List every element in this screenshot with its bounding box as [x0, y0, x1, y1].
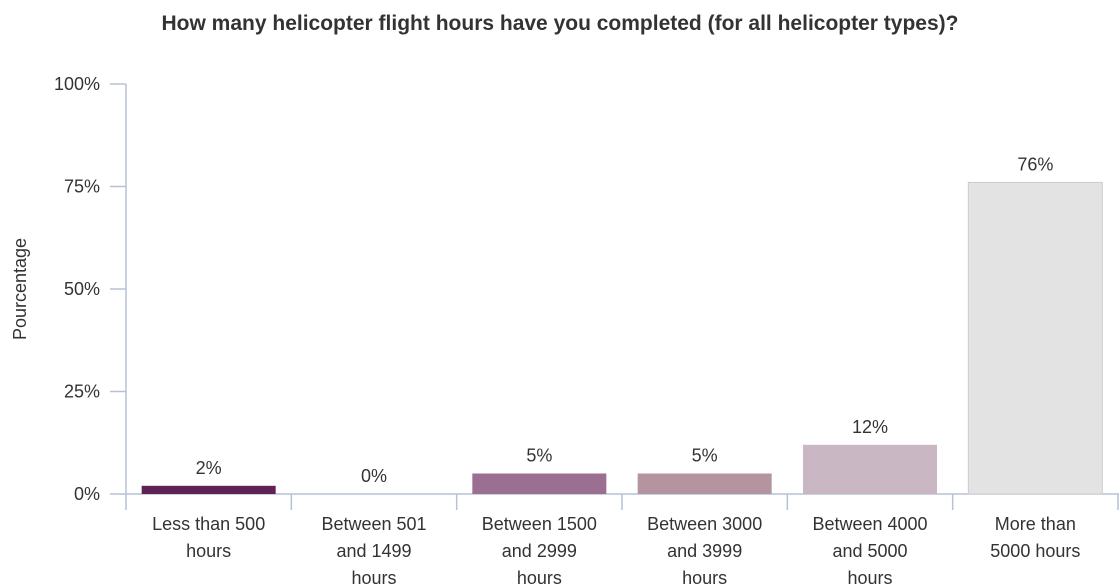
- y-tick-label: 25%: [64, 382, 100, 402]
- value-label: 5%: [526, 446, 552, 466]
- category-label: More than 5000 hours: [990, 514, 1080, 561]
- value-label: 0%: [361, 466, 387, 486]
- value-label: 12%: [852, 417, 888, 437]
- y-axis-label: Pourcentage: [10, 238, 30, 340]
- category-label: Between 501 and 1499 hours: [321, 514, 426, 585]
- category-label: Between 1500 and 2999 hours: [482, 514, 597, 585]
- bar-6[interactable]: [967, 181, 1103, 495]
- category-label: Less than 500 hours: [152, 514, 265, 561]
- y-axis: 0% 25% 50% 75% 100%: [54, 74, 127, 504]
- value-label: 76%: [1017, 154, 1053, 174]
- chart-title: How many helicopter flight hours have yo…: [162, 12, 959, 35]
- bar-3[interactable]: [472, 473, 607, 495]
- bar-1[interactable]: [141, 485, 276, 494]
- bar-4[interactable]: [637, 473, 772, 495]
- bar-5[interactable]: [803, 444, 937, 494]
- y-tick-label: 100%: [54, 74, 100, 94]
- value-label: 2%: [196, 458, 222, 478]
- y-tick-label: 50%: [64, 279, 100, 299]
- bars: [141, 181, 1103, 495]
- x-axis: [125, 493, 1119, 510]
- value-label: 5%: [692, 446, 718, 466]
- value-labels: 2% 0% 5% 5% 12% 76%: [196, 154, 1054, 486]
- y-tick-label: 0%: [74, 484, 100, 504]
- category-labels: Less than 500 hours Between 501 and 1499 hou…: [152, 514, 1080, 585]
- y-tick-label: 75%: [64, 177, 100, 197]
- category-label: Between 4000 and 5000 hours: [812, 514, 927, 585]
- category-label: Between 3000 and 3999 hours: [647, 514, 762, 585]
